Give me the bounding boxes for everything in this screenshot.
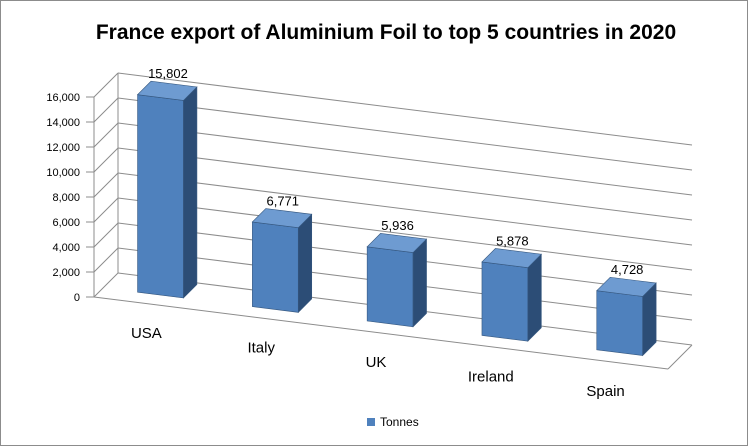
y-tick-label: 10,000 xyxy=(46,167,80,179)
y-tick-label: 12,000 xyxy=(46,142,80,154)
y-tick-label: 6,000 xyxy=(52,217,80,229)
gridline xyxy=(117,197,693,271)
bar-side xyxy=(527,253,542,342)
chart-title: France export of Aluminium Foil to top 5… xyxy=(96,21,676,44)
wall-gridline xyxy=(93,247,119,273)
gridline xyxy=(117,72,693,146)
y-tick-label: 16,000 xyxy=(46,92,80,104)
axes xyxy=(93,73,693,370)
gridline xyxy=(117,122,693,196)
legend: Tonnes xyxy=(367,415,419,429)
y-tick-label: 14,000 xyxy=(46,117,80,129)
bar-top xyxy=(251,208,313,229)
data-label: 5,936 xyxy=(381,218,414,233)
bar-front xyxy=(252,221,299,313)
x-axis-labels: USA Italy UK Ireland Spain xyxy=(131,325,625,400)
x-category-label: UK xyxy=(366,354,387,371)
wall-gridline xyxy=(93,172,119,198)
data-label: 6,771 xyxy=(266,193,299,208)
x-category-label: Italy xyxy=(247,340,275,357)
gridline xyxy=(117,172,693,246)
legend-label: Tonnes xyxy=(380,415,419,429)
x-category-label: Ireland xyxy=(468,368,514,385)
wall-gridline xyxy=(93,197,119,223)
data-label: 5,878 xyxy=(496,233,529,248)
bar-front xyxy=(366,246,414,328)
wall-gridline xyxy=(93,97,119,123)
bar-side xyxy=(412,238,427,328)
y-tick-label: 0 xyxy=(74,292,80,304)
x-axis-line xyxy=(93,296,669,370)
bar-top xyxy=(481,248,542,269)
bars xyxy=(136,80,657,357)
x-category-label: Spain xyxy=(586,383,624,400)
wall-gridline xyxy=(93,272,119,298)
wall-gridline xyxy=(93,72,119,98)
bar-side xyxy=(297,213,313,314)
y-tick-label: 8,000 xyxy=(52,192,80,204)
data-label: 4,728 xyxy=(611,262,644,277)
bar-side xyxy=(183,86,198,299)
y-tick-label: 4,000 xyxy=(52,242,80,254)
legend-swatch xyxy=(367,418,375,426)
data-label: 15,802 xyxy=(148,66,188,81)
bar-front xyxy=(596,290,643,356)
wall-gridline xyxy=(93,122,119,148)
bar-top xyxy=(136,80,198,101)
wall-gridline xyxy=(93,147,119,173)
bar-front xyxy=(137,94,184,299)
y-tick-label: 2,000 xyxy=(52,267,80,279)
bar-top xyxy=(366,233,428,253)
floor-right-edge xyxy=(667,344,693,370)
data-labels: 15,802 6,771 5,936 5,878 4,728 xyxy=(148,66,643,277)
gridline xyxy=(117,147,693,221)
bar-front xyxy=(481,261,529,342)
wall-gridline xyxy=(93,222,119,248)
bar-top xyxy=(596,276,657,297)
gridline xyxy=(117,97,693,171)
x-category-label: USA xyxy=(131,325,162,342)
y-axis-ticks: 0 2,000 4,000 6,000 8,000 10,000 12,000 14,000 1… xyxy=(46,92,94,304)
